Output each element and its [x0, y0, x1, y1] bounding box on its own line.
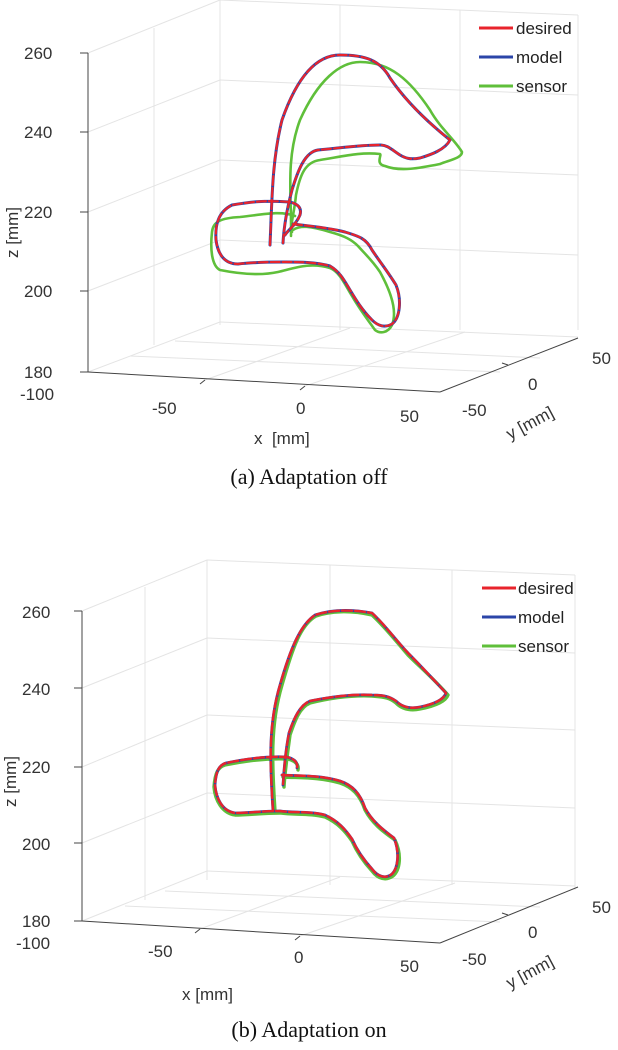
- x-tick-0: 0: [294, 948, 303, 967]
- series-sensor: [209, 60, 464, 334]
- caption-b: (b) Adaptation on: [231, 1017, 387, 1042]
- z-tick-200: 200: [24, 282, 52, 301]
- z-tick-240: 240: [24, 123, 52, 142]
- legend-item-sensor: sensor: [482, 637, 569, 656]
- legend: desired model sensor: [479, 19, 572, 96]
- x-axis-label: x [mm]: [254, 429, 310, 448]
- x-tick-0: 0: [296, 399, 305, 418]
- panel-adaptation-off: 260 240 220 200 180 -100 -50 0 50 -50 0 …: [0, 0, 618, 500]
- z-tick-240: 240: [22, 680, 50, 699]
- legend-item-model: model: [482, 608, 564, 627]
- svg-text:model: model: [516, 48, 562, 67]
- legend-item-model: model: [479, 48, 562, 67]
- series-desired: [214, 53, 452, 328]
- svg-text:model: model: [518, 608, 564, 627]
- svg-text:desired: desired: [516, 19, 572, 38]
- y-tick-50: 50: [592, 349, 611, 368]
- x-tick-50: 50: [400, 957, 419, 976]
- series-model: [214, 53, 452, 328]
- x-tick-neg100: -100: [16, 934, 50, 953]
- y-axis-label: y [mm]: [503, 403, 557, 444]
- legend-item-sensor: sensor: [479, 77, 567, 96]
- z-tick-180: 180: [24, 363, 52, 382]
- trajectories: [212, 609, 450, 881]
- series-desired: [213, 609, 448, 878]
- svg-text:sensor: sensor: [518, 637, 569, 656]
- z-axis-label: z [mm]: [1, 756, 20, 807]
- axes: [74, 610, 579, 944]
- legend-item-desired: desired: [482, 579, 574, 598]
- panel-adaptation-on: 260 240 220 200 180 -100 -50 0 50 -50 0 …: [0, 555, 618, 1050]
- x-tick-neg100: -100: [20, 385, 54, 404]
- x-tick-50: 50: [400, 407, 419, 426]
- grid: [87, 0, 579, 387]
- z-tick-220: 220: [24, 203, 52, 222]
- z-tick-260: 260: [24, 44, 52, 63]
- x-tick-neg50: -50: [152, 399, 177, 418]
- z-tick-220: 220: [22, 758, 50, 777]
- caption-a: (a) Adaptation off: [230, 464, 388, 489]
- z-tick-180: 180: [22, 912, 50, 931]
- z-tick-260: 260: [22, 603, 50, 622]
- y-tick-neg50: -50: [462, 401, 487, 420]
- z-axis-label: z [mm]: [3, 207, 22, 258]
- svg-text:desired: desired: [518, 579, 574, 598]
- y-tick-neg50: -50: [462, 950, 487, 969]
- chart-3d-adaptation-off: 260 240 220 200 180 -100 -50 0 50 -50 0 …: [3, 0, 611, 448]
- svg-text:sensor: sensor: [516, 77, 567, 96]
- trajectories: [209, 53, 464, 334]
- legend: desired model sensor: [482, 579, 574, 656]
- y-tick-50: 50: [592, 898, 611, 917]
- x-axis-label: x [mm]: [182, 985, 233, 1004]
- z-tick-200: 200: [22, 835, 50, 854]
- y-tick-0: 0: [528, 375, 537, 394]
- chart-3d-adaptation-on: 260 240 220 200 180 -100 -50 0 50 -50 0 …: [1, 559, 611, 1004]
- grid: [81, 559, 576, 937]
- x-tick-neg50: -50: [148, 942, 173, 961]
- axes: [80, 52, 579, 393]
- legend-item-desired: desired: [479, 19, 572, 38]
- y-tick-0: 0: [528, 923, 537, 942]
- series-sensor: [212, 610, 450, 881]
- y-axis-label: y [mm]: [503, 952, 557, 993]
